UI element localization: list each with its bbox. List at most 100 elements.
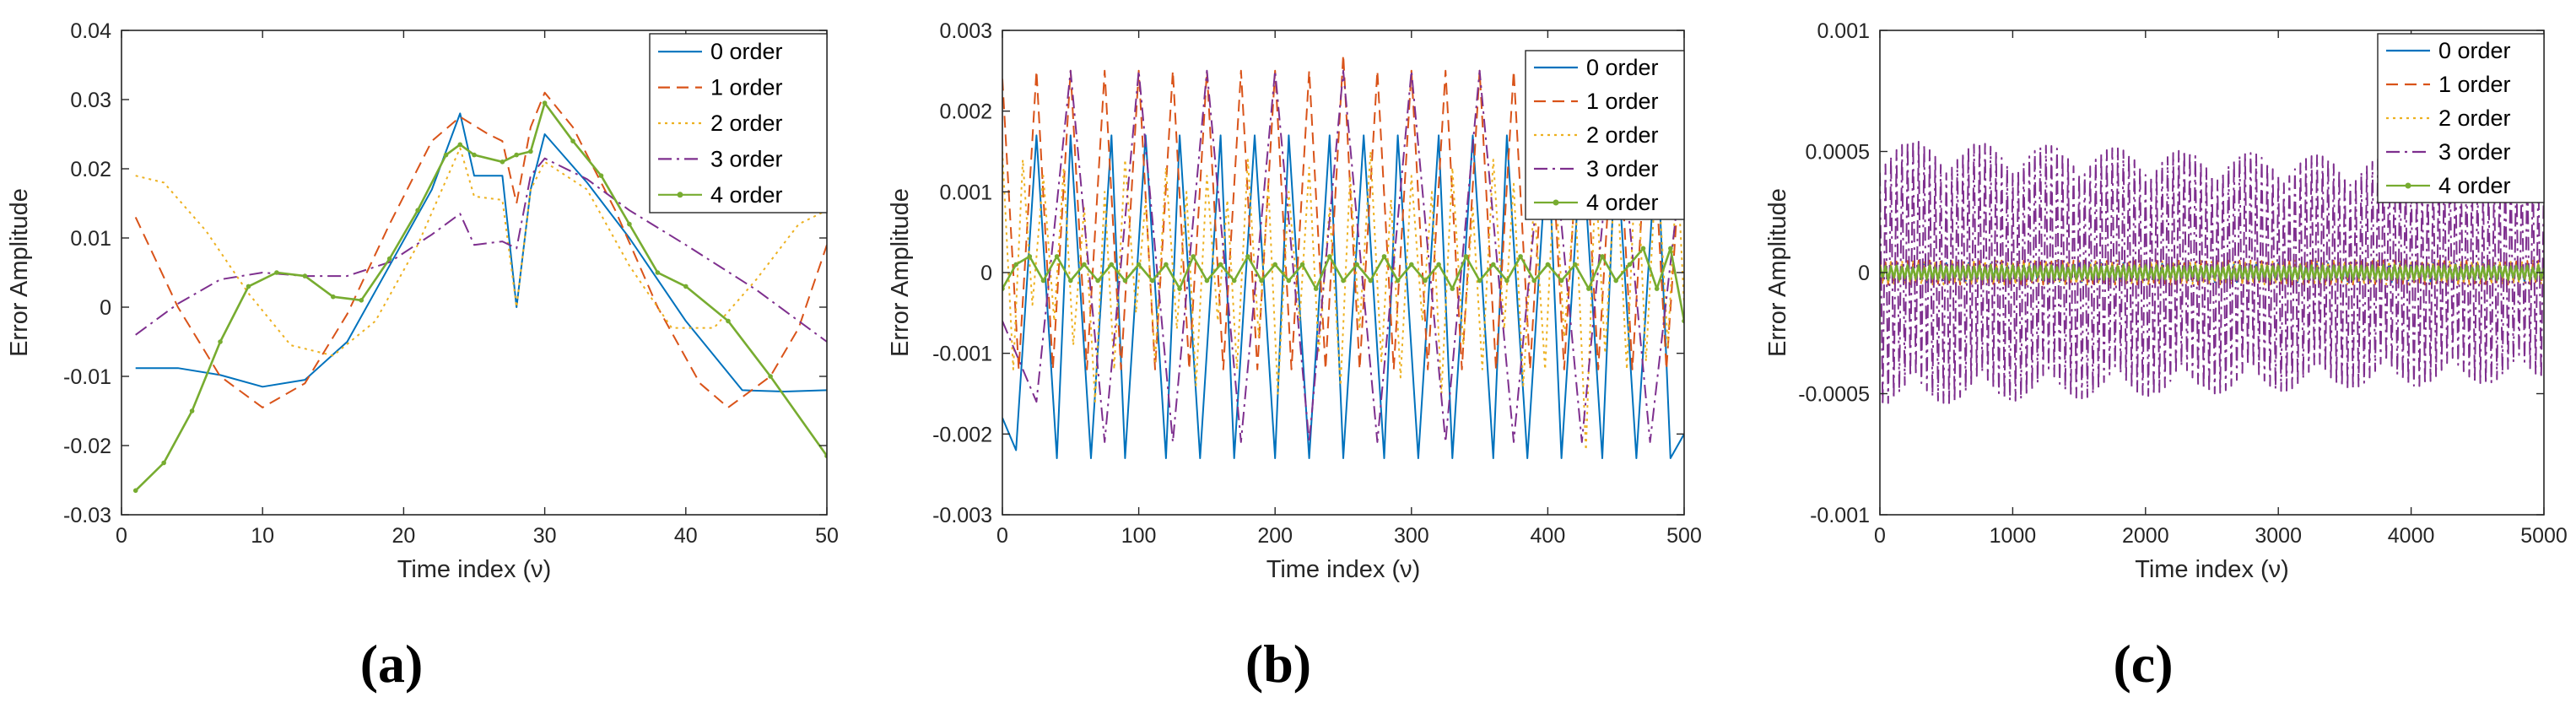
series-marker xyxy=(386,256,392,262)
x-tick-label: 100 xyxy=(1121,524,1157,548)
series-marker xyxy=(1149,278,1155,284)
y-tick-label: 0.01 xyxy=(70,227,111,251)
x-tick-label: 300 xyxy=(1394,524,1429,548)
legend-entry: 1 order xyxy=(710,75,783,100)
legend-entry: 3 order xyxy=(1586,156,1659,181)
series-marker xyxy=(1395,278,1401,284)
series-marker xyxy=(1668,246,1673,251)
series-marker xyxy=(1204,278,1210,284)
series-marker xyxy=(1477,278,1482,284)
series-marker xyxy=(1436,262,1441,268)
series-marker xyxy=(1082,262,1087,268)
series-marker xyxy=(627,221,632,227)
series-marker xyxy=(1600,254,1605,259)
x-tick-label: 0 xyxy=(1874,524,1886,548)
panel-label: (a) xyxy=(360,634,424,694)
series-marker xyxy=(1040,278,1046,284)
y-axis-label: Error Amplitude xyxy=(887,188,914,357)
series-marker xyxy=(1354,262,1359,268)
series-marker xyxy=(132,488,138,494)
series-marker xyxy=(1409,262,1414,268)
series-marker xyxy=(457,142,463,148)
series-marker xyxy=(1627,262,1633,268)
series-marker xyxy=(1218,262,1223,268)
series-marker xyxy=(1423,278,1428,284)
series-marker xyxy=(1613,278,1618,284)
series-line-3-order xyxy=(1880,139,2544,407)
legend-box xyxy=(2377,33,2545,203)
series-marker xyxy=(302,273,308,278)
series-marker xyxy=(768,374,773,379)
series-marker xyxy=(1068,278,1073,284)
x-tick-label: 400 xyxy=(1531,524,1566,548)
y-tick-label: 0.02 xyxy=(70,158,111,181)
y-tick-label: 0.002 xyxy=(939,100,992,124)
series-marker xyxy=(500,159,505,165)
series-marker xyxy=(726,318,731,324)
series-marker xyxy=(246,284,251,289)
series-marker xyxy=(1572,262,1578,268)
series-line-1-order xyxy=(134,91,827,408)
legend-entry: 3 order xyxy=(710,146,783,171)
x-tick-label: 0 xyxy=(116,524,127,548)
series-marker xyxy=(189,408,195,413)
x-tick-label: 20 xyxy=(392,524,415,548)
series-marker xyxy=(1245,254,1250,259)
y-tick-label: 0 xyxy=(980,262,992,285)
x-tick-label: 50 xyxy=(815,524,839,548)
series-line-2-order xyxy=(1880,259,2544,286)
axes-frame xyxy=(121,30,828,516)
series-marker xyxy=(1518,254,1523,259)
series-marker xyxy=(1504,278,1509,284)
chart-panel-1: 0 10 20 30 40 50 -0.03 -0.02 -0.01 0 0.01 0.02 0.03 0… xyxy=(6,19,839,694)
legend-box xyxy=(1525,50,1685,220)
legend-marker xyxy=(677,192,683,198)
series-marker xyxy=(1177,286,1182,291)
series-marker xyxy=(472,152,477,158)
legend: 0 order 1 order 2 order 3 order 4 order xyxy=(649,33,828,213)
series-marker xyxy=(1450,286,1455,291)
series-marker xyxy=(1640,246,1646,251)
legend-entry: 3 order xyxy=(2438,139,2511,165)
series-group xyxy=(132,91,827,494)
series-marker xyxy=(161,460,166,466)
x-tick-label: 0 xyxy=(996,524,1008,548)
series-marker xyxy=(1368,278,1374,284)
x-tick-label: 30 xyxy=(533,524,557,548)
series-line-4-order xyxy=(134,101,827,492)
y-tick-label: -0.01 xyxy=(63,365,111,389)
series-marker xyxy=(528,149,533,154)
series-marker xyxy=(1531,278,1537,284)
series-group xyxy=(1880,139,2544,407)
series-marker xyxy=(570,138,575,143)
series-marker xyxy=(1586,286,1591,291)
series-marker xyxy=(359,298,365,303)
x-tick-label: 10 xyxy=(251,524,274,548)
series-line-0-order xyxy=(1002,134,1684,459)
series-marker xyxy=(1095,278,1100,284)
series-marker xyxy=(415,208,420,213)
series-marker xyxy=(683,284,689,289)
legend-marker xyxy=(2405,182,2411,189)
legend-entry: 1 order xyxy=(1586,89,1659,114)
panel-label: (c) xyxy=(2113,634,2173,694)
series-marker xyxy=(274,270,279,275)
legend-entry: 1 order xyxy=(2438,72,2511,97)
x-tick-label: 3000 xyxy=(2255,524,2302,548)
series-marker xyxy=(598,173,604,178)
series-marker xyxy=(655,270,661,275)
series-marker xyxy=(1109,262,1115,268)
legend: 0 order 1 order 2 order 3 order 4 order xyxy=(1525,50,1685,220)
y-tick-label: 0.003 xyxy=(939,19,992,43)
y-tick-label: 0.001 xyxy=(939,181,992,204)
series-marker xyxy=(1381,254,1387,259)
panel-label: (b) xyxy=(1245,634,1311,694)
series-marker xyxy=(1313,286,1319,291)
chart-panel-3: 0 1000 2000 3000 4000 5000 -0.001 -0.0005 0 0.000… xyxy=(1764,19,2568,694)
y-tick-label: 0.001 xyxy=(1817,19,1870,43)
legend-entry: 0 order xyxy=(1586,55,1659,80)
y-axis-label: Error Amplitude xyxy=(6,188,33,357)
series-marker xyxy=(1027,254,1033,259)
series-marker xyxy=(1545,262,1551,268)
